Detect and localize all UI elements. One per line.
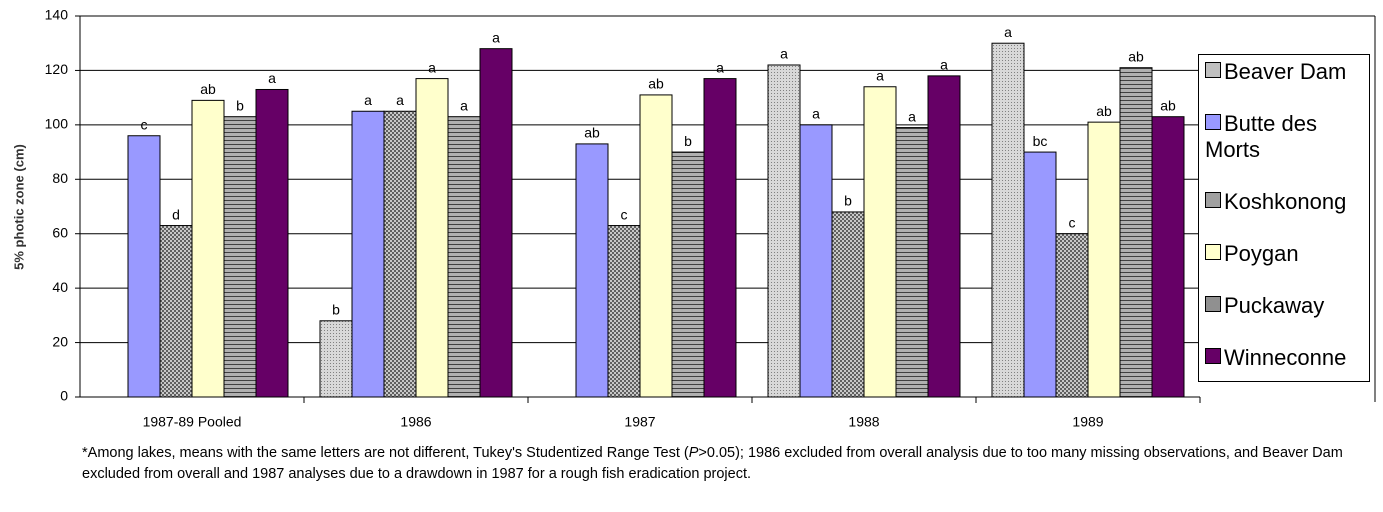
footnote-text: >0.05); 1986 excluded from overall analy… [82,445,1343,482]
bar [255,88,289,398]
bar [479,48,513,398]
legend-label: Poygan [1224,241,1299,266]
significance-letter: ab [1096,103,1112,119]
significance-letter: ab [1160,97,1176,113]
footnote-text: *Among lakes, means with the same letter… [82,445,689,461]
significance-letter: ab [200,81,216,97]
bar [415,78,449,398]
bar [639,94,673,398]
chart: 5% photic zone (cm) 0 20 40 60 80 100 120 140 19… [11,7,1376,430]
significance-letter: a [268,70,276,86]
bar [383,110,417,398]
y-tick-label: 60 [52,224,68,240]
footnote-text: P [688,445,699,461]
legend-item: Poygan [1205,241,1365,267]
significance-letter: b [332,302,340,318]
significance-letter: d [172,206,180,222]
legend-swatch [1205,114,1221,130]
y-tick-label: 80 [52,170,68,186]
bar [159,225,193,398]
x-tick-label: 1989 [1072,414,1103,430]
y-tick-label: 140 [45,7,69,23]
significance-letter: b [684,133,692,149]
x-tick-label: 1987-89 Pooled [143,414,242,430]
legend-label: Winneconne [1224,345,1347,370]
significance-letter: a [1004,24,1012,40]
significance-letter: a [908,108,916,124]
legend-label: Butte des Morts [1205,111,1317,162]
bar [607,225,641,398]
bar [319,320,353,398]
significance-letter: c [1069,214,1076,230]
significance-letter: a [492,29,500,45]
legend-swatch [1205,62,1221,78]
significance-letter: c [141,116,148,132]
bar [351,110,385,398]
bar [1023,151,1057,398]
bar [799,124,833,398]
legend-label: Koshkonong [1224,189,1347,214]
y-tick-label: 0 [60,388,68,404]
y-tick-label: 100 [45,116,69,132]
legend: Beaver Dam Butte des Morts Koshkonong Poyga… [1198,54,1370,382]
significance-letter: a [940,57,948,73]
bar [191,99,225,398]
legend-item: Koshkonong [1205,189,1365,215]
significance-letter: ab [1128,48,1144,64]
significance-letter: a [364,92,372,108]
significance-letter: b [844,193,852,209]
significance-letter: a [428,59,436,75]
bar [1055,233,1089,398]
bar [127,135,161,398]
x-tick-label: 1986 [400,414,431,430]
legend-swatch [1205,348,1221,364]
bar [575,143,609,398]
x-tick-label: 1987 [624,414,655,430]
bar [991,42,1025,398]
bar [223,116,257,398]
bar [1119,67,1153,398]
bar [831,211,865,398]
significance-letter: b [236,97,244,113]
y-tick-label: 40 [52,279,68,295]
significance-letter: a [396,92,404,108]
significance-letter: ab [584,125,600,141]
significance-letter: a [876,67,884,83]
bar [703,78,737,398]
significance-letter: c [621,206,628,222]
legend-item: Winneconne [1205,345,1365,371]
legend-label: Beaver Dam [1224,59,1347,84]
x-tick-label: 1988 [848,414,879,430]
bar [1151,116,1185,398]
significance-letter: ab [648,76,664,92]
significance-letter: a [716,59,724,75]
significance-letter: a [460,97,468,113]
legend-item: Butte des Morts [1205,111,1365,163]
significance-letter: a [780,46,788,62]
significance-letter: bc [1033,133,1048,149]
significance-letter: a [812,106,820,122]
y-tick-label: 20 [52,333,68,349]
bar [671,151,705,398]
legend-swatch [1205,244,1221,260]
legend-label: Puckaway [1224,293,1325,318]
bar [1087,121,1121,398]
y-axis-label: 5% photic zone (cm) [11,144,26,270]
bar [767,64,801,398]
bar [927,75,961,398]
legend-swatch [1205,296,1221,312]
legend-swatch [1205,192,1221,208]
y-tick-label: 120 [45,61,69,77]
bar [863,86,897,398]
footnote: *Among lakes, means with the same letter… [82,443,1372,485]
bar [895,127,929,398]
legend-item: Beaver Dam [1205,59,1365,85]
bar [447,116,481,398]
legend-item: Puckaway [1205,293,1365,319]
